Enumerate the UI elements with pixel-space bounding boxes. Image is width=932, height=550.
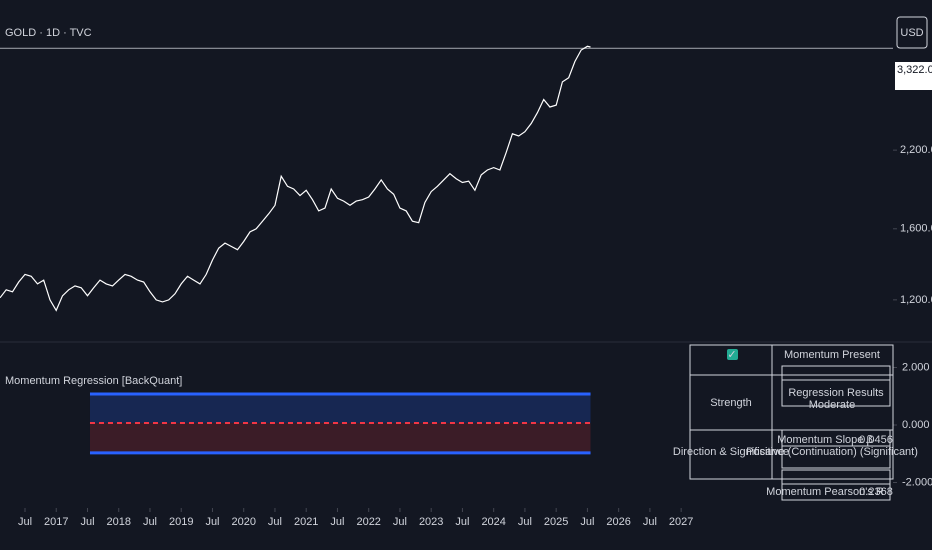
table-overlay-label: Momentum Slope β xyxy=(777,434,873,446)
last-price-label: 3,322.07 xyxy=(897,64,932,76)
symbol-label[interactable]: GOLD · 1D · TVC xyxy=(5,27,92,39)
results-table: ✓ Momentum Present Strength Moderate Directi… xyxy=(673,344,918,501)
table-cell: Positive (Continuation) (Significant) xyxy=(746,446,918,458)
x-tick-label: Jul xyxy=(205,516,219,528)
x-tick-label: 2021 xyxy=(294,516,318,528)
currency-box[interactable] xyxy=(896,16,928,49)
x-tick-label: Jul xyxy=(143,516,157,528)
check-icon xyxy=(727,349,738,360)
price-line xyxy=(0,45,591,312)
indicator-y-tick-label: -2.000 xyxy=(902,476,932,488)
x-tick-label: Jul xyxy=(268,516,282,528)
table-cell: Strength xyxy=(710,397,752,409)
x-tick-label: Jul xyxy=(18,516,32,528)
x-tick-label: 2027 xyxy=(669,516,693,528)
x-tick-label: 2022 xyxy=(356,516,380,528)
x-tick-label: Jul xyxy=(455,516,469,528)
x-tick-label: Jul xyxy=(580,516,594,528)
table-overlay-title: Regression Results xyxy=(788,387,884,399)
x-tick-label: 2026 xyxy=(606,516,630,528)
x-tick-label: Jul xyxy=(80,516,94,528)
indicator-y-tick-label: 0.000 xyxy=(902,419,930,431)
x-tick-label: 2023 xyxy=(419,516,443,528)
x-tick-label: 2020 xyxy=(231,516,255,528)
table-overlay-cell xyxy=(781,445,891,469)
table-overlay-value: 0.2368 xyxy=(859,486,893,498)
table-overlay-label: Momentum Pearson's R xyxy=(766,486,884,498)
last-price-box xyxy=(895,62,932,90)
indicator-y-tick-label: 2.000 xyxy=(902,361,930,373)
table-cell: Moderate xyxy=(809,399,855,411)
table-overlay-cell xyxy=(781,483,891,501)
lower-fill xyxy=(89,422,591,453)
table-cell: ✓ xyxy=(727,349,736,361)
x-tick-label: 2019 xyxy=(169,516,193,528)
upper-fill xyxy=(89,393,591,423)
x-tick-label: Jul xyxy=(643,516,657,528)
table-overlay-cell xyxy=(781,379,891,407)
table-overlay-value: 0.0456 xyxy=(859,434,893,446)
x-tick-label: 2024 xyxy=(481,516,505,528)
y-tick-label: 1,600.000 xyxy=(900,223,932,235)
x-tick-label: Jul xyxy=(330,516,344,528)
y-tick-label: 2,200.000 xyxy=(900,144,932,156)
x-tick-label: Jul xyxy=(518,516,532,528)
currency[interactable]: USD xyxy=(900,27,923,39)
y-tick-label: 1,200.000 xyxy=(900,294,932,306)
table-cell: Momentum Present xyxy=(784,349,880,361)
x-tick-label: Jul xyxy=(393,516,407,528)
table-bg xyxy=(689,344,894,480)
table-cell: Direction & Significance xyxy=(673,446,789,458)
x-tick-label: 2018 xyxy=(106,516,130,528)
x-tick-label: 2017 xyxy=(44,516,68,528)
x-tick-label: 2025 xyxy=(544,516,568,528)
indicator-title[interactable]: Momentum Regression [BackQuant] xyxy=(5,375,182,387)
